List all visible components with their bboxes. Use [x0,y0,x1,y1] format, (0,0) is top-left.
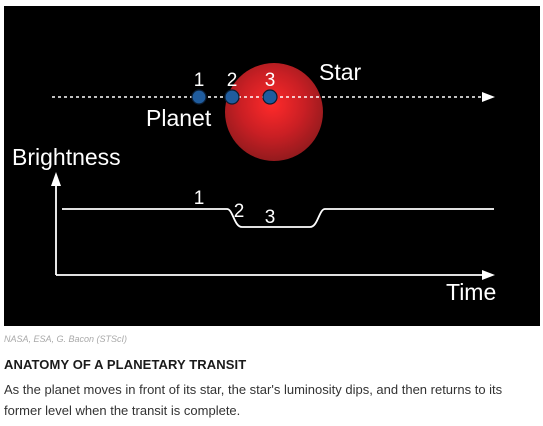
curve-label-1: 1 [194,188,205,209]
brightness-axis-arrowhead [51,172,61,186]
star-label: Star [319,59,362,85]
orbit-label-2: 2 [227,70,238,91]
transit-diagram-svg: 1 2 3 Star Planet Brightness Time 1 2 3 [12,59,496,305]
planet-position-1 [191,89,207,105]
brightness-axis-label: Brightness [12,144,121,170]
orbit-label-3: 3 [265,70,276,91]
planet-position-3 [262,89,278,105]
time-axis-label: Time [446,279,496,305]
image-credit: NASA, ESA, G. Bacon (STScI) [4,334,128,344]
planet-position-2 [224,89,240,105]
curve-label-2: 2 [234,201,245,222]
curve-label-3: 3 [265,207,276,228]
transit-diagram: 1 2 3 Star Planet Brightness Time 1 2 3 [4,6,540,326]
caption-body: As the planet moves in front of its star… [4,382,503,418]
star-disc [225,63,323,161]
caption-title: ANATOMY OF A PLANETARY TRANSIT [4,357,247,372]
planet-label: Planet [146,105,212,131]
light-curve [62,208,494,228]
orbit-arrowhead [482,92,495,102]
orbit-label-1: 1 [194,70,205,91]
time-axis-arrowhead [482,270,495,280]
